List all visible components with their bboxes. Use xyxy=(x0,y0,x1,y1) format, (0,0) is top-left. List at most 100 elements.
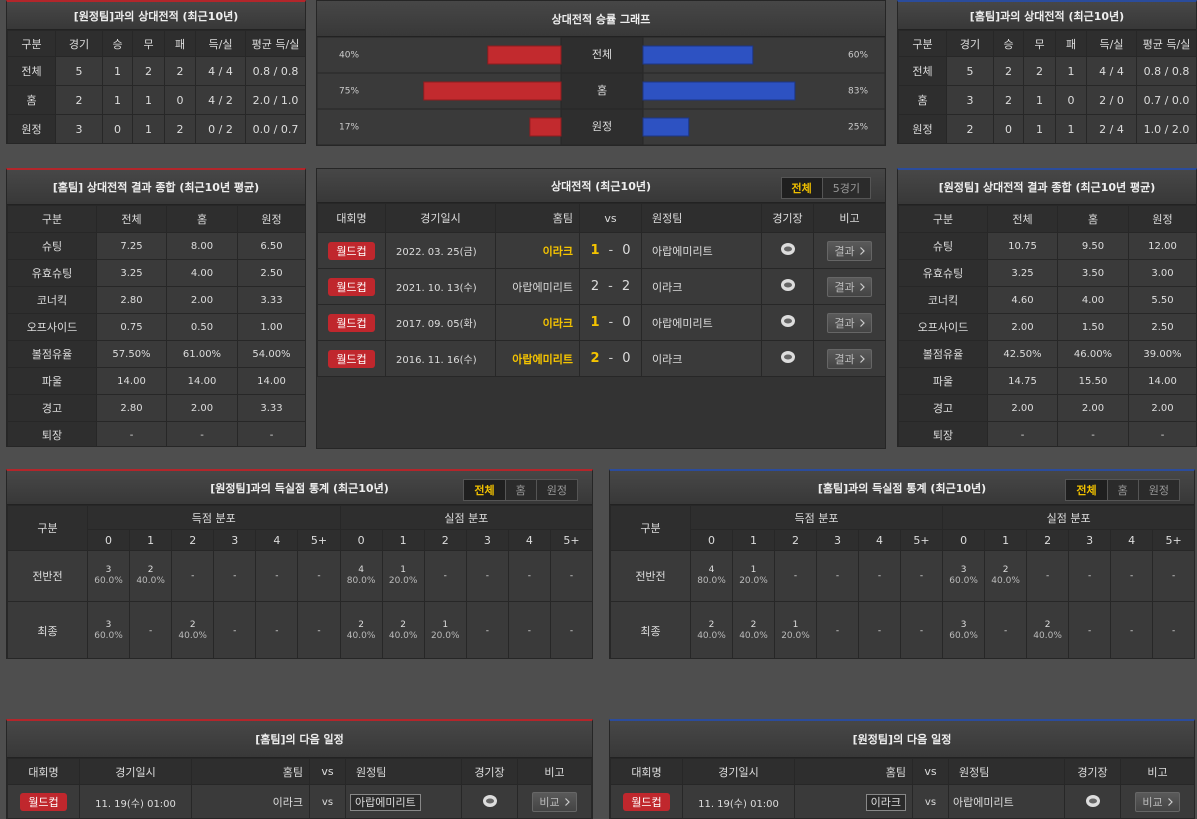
cell: 4.00 xyxy=(1057,286,1129,314)
cell: 2 xyxy=(164,114,196,143)
next-table: 대회명 경기일시 홈팀 vs 원정팀 경기장 비고 월드컵 11. 19(수) 01:00 이라크… xyxy=(610,758,1194,818)
away-score: 0 xyxy=(622,315,631,330)
count: 3 xyxy=(960,620,967,630)
cell: 5 xyxy=(946,56,994,86)
share: 80.0% xyxy=(346,576,376,586)
count: 2 xyxy=(1044,620,1051,630)
cell: 슈팅 xyxy=(7,232,97,260)
label-cell xyxy=(560,37,644,74)
data-row: 전체 5 2 2 1 4 / 4 0.8 / 0.8 xyxy=(898,56,1196,86)
stadium-inner xyxy=(783,318,792,324)
header-cell: 비고 xyxy=(517,758,592,785)
league-cell: 월드컵 xyxy=(317,340,386,377)
bucket-cell: 0 xyxy=(690,529,733,551)
cell: 퇴장 xyxy=(7,421,97,446)
data-row: 퇴장 - - - xyxy=(7,421,305,446)
label-cell xyxy=(560,72,644,110)
vs: vs xyxy=(309,784,346,818)
button[interactable]: 결과 xyxy=(827,348,872,369)
tab[interactable]: 5경기 xyxy=(821,178,870,198)
cell: 0 / 2 xyxy=(195,114,246,143)
dist-cell: 1 20.0% xyxy=(774,601,817,658)
cell: 2 xyxy=(55,85,103,115)
tab[interactable]: 원정 xyxy=(1137,480,1179,500)
cell: 3.25 xyxy=(96,259,167,287)
date-cell: 11. 19(수) 01:00 xyxy=(682,784,795,818)
matches-table: 대회명 경기일시 홈팀 vs 원정팀 경기장 비고 월드컵 2022. 03. 25(금) 이라크… xyxy=(317,203,885,377)
button[interactable]: 비교 xyxy=(1135,792,1180,812)
home-next-panel: [홈팀]의 다음 일정 대회명 경기일시 홈팀 vs 원정팀 경기장 비고 월드컵 11. 19(… xyxy=(6,719,593,819)
data-row: 코너킥 2.80 2.00 3.33 xyxy=(7,286,305,314)
data-row: 최종 3 60.0% -2 40.0% - - -2 40.0% 2 40.0% 1 20.0% - - - xyxy=(7,601,592,658)
button[interactable]: 비교 xyxy=(532,792,577,812)
panel-title: 상대전적 (최근10년) 전체 5경기 xyxy=(317,169,885,203)
header-cell: 홈팀 xyxy=(495,203,580,233)
cell: 2.00 xyxy=(1128,394,1196,422)
home-team: 이라크 xyxy=(495,232,580,269)
bucket-cell: 4 xyxy=(858,529,901,551)
cell: 2.0 / 1.0 xyxy=(245,85,305,115)
button[interactable]: 결과 xyxy=(827,240,872,261)
dist-cell: - xyxy=(858,550,901,602)
cell: 2 xyxy=(132,56,165,86)
cell: 2 xyxy=(164,56,196,86)
bucket-cell: 4 xyxy=(1110,529,1154,551)
dist-cell: - xyxy=(1152,550,1194,602)
cell: - xyxy=(166,421,238,446)
tab[interactable]: 전체 xyxy=(1066,480,1107,500)
date-cell: 2021. 10. 13(수) xyxy=(385,268,496,305)
button[interactable]: 결과 xyxy=(827,276,872,297)
tab[interactable]: 전체 xyxy=(781,178,822,198)
match-row: 월드컵 2017. 09. 05(화) 이라크 1-0 아랍에미리트 결과 xyxy=(317,304,885,341)
away-score: 0 xyxy=(622,351,631,366)
count: 2 xyxy=(750,620,757,630)
cell: 0.7 / 0.0 xyxy=(1136,85,1196,115)
panel-title: [홈팀]과의 상대전적 (최근10년) xyxy=(898,2,1196,30)
dist-cell: - xyxy=(1152,601,1194,658)
header-cell: vs xyxy=(309,758,346,785)
dist-cell: 4 80.0% xyxy=(339,550,383,602)
chevron xyxy=(859,246,865,255)
cell: 3.50 xyxy=(1057,259,1129,287)
header-cell: 홈 xyxy=(166,205,238,233)
stadium-icon xyxy=(780,279,795,291)
away-team: 아랍에미리트 xyxy=(641,232,762,269)
dist-cell: - xyxy=(213,601,257,658)
tab[interactable]: 전체 xyxy=(464,480,505,500)
dist-cell: - xyxy=(171,550,215,602)
button[interactable]: 결과 xyxy=(827,312,872,333)
date-cell: 11. 19(수) 01:00 xyxy=(79,784,192,818)
note-cell: 결과 xyxy=(813,268,885,305)
away-team: 아랍에미리트 xyxy=(641,304,762,341)
h2h-table: 구분 경기 승 무 패 득/실 평균 득/실 전체 5 1 2 2 4 / 4 0.8 / 0.8 홈 2 1 1… xyxy=(7,30,305,143)
tab[interactable]: 홈 xyxy=(1106,480,1138,500)
cell: 14.00 xyxy=(1128,367,1196,395)
dist-cell: - xyxy=(549,601,592,658)
button-label: 비교 xyxy=(539,796,560,809)
header-row: 구분 경기 승 무 패 득/실 평균 득/실 xyxy=(7,30,305,57)
cell: 코너킥 xyxy=(7,286,97,314)
tab[interactable]: 홈 xyxy=(504,480,536,500)
tab[interactable]: 원정 xyxy=(535,480,577,500)
button-label: 비교 xyxy=(1142,796,1163,809)
header-cell: 승 xyxy=(102,30,133,57)
away-bar xyxy=(642,81,796,101)
data-row: 파울 14.75 15.50 14.00 xyxy=(898,367,1196,395)
cell: 1 xyxy=(1023,85,1056,115)
stadium-cell xyxy=(461,784,518,818)
dist-cell: - xyxy=(213,550,257,602)
cell: 4 / 2 xyxy=(195,85,246,115)
cell: 0 xyxy=(102,114,133,143)
date-cell: 2017. 09. 05(화) xyxy=(385,304,496,341)
cell: 4 / 4 xyxy=(1086,56,1137,86)
header-cell: 구분 xyxy=(898,205,988,233)
bucket-cell: 1 xyxy=(129,529,173,551)
score-separator: - xyxy=(608,279,613,294)
cell: 원정 xyxy=(898,114,947,143)
header-cell: 홈 xyxy=(1057,205,1129,233)
vs: vs xyxy=(912,784,949,818)
cell: 1 xyxy=(102,56,133,86)
row-label: 전반전 xyxy=(7,550,88,602)
header-cell: 득점 분포 xyxy=(689,505,944,530)
cell: 3.33 xyxy=(237,286,305,314)
